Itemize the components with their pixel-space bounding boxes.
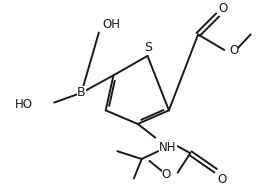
Text: OH: OH	[103, 18, 121, 31]
Text: O: O	[229, 43, 238, 56]
Text: O: O	[218, 2, 228, 15]
Text: O: O	[218, 173, 227, 186]
Text: S: S	[145, 41, 152, 54]
Text: B: B	[77, 86, 86, 99]
Text: NH: NH	[159, 140, 177, 153]
Text: HO: HO	[15, 98, 33, 111]
Text: O: O	[162, 168, 171, 181]
